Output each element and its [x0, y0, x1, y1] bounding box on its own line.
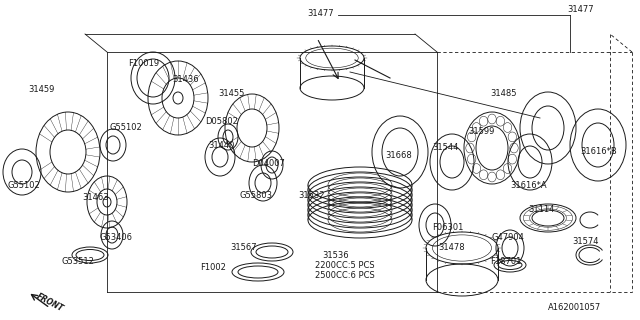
Text: F06301: F06301 — [432, 223, 463, 233]
Text: G55102: G55102 — [110, 124, 143, 132]
Text: 31455: 31455 — [218, 89, 244, 98]
Text: 31668: 31668 — [385, 150, 412, 159]
Text: G55803: G55803 — [240, 190, 273, 199]
Text: 31567: 31567 — [230, 244, 257, 252]
Text: 31436: 31436 — [172, 75, 198, 84]
Text: 2500CC:6 PCS: 2500CC:6 PCS — [315, 270, 375, 279]
Text: 31477: 31477 — [307, 9, 333, 18]
Text: D04007: D04007 — [252, 158, 285, 167]
Text: 31574: 31574 — [572, 237, 598, 246]
Text: 31616*B: 31616*B — [580, 148, 617, 156]
Text: 31114: 31114 — [528, 205, 554, 214]
Text: D05802: D05802 — [205, 117, 238, 126]
Text: 2200CC:5 PCS: 2200CC:5 PCS — [315, 260, 374, 269]
Text: A162001057: A162001057 — [548, 303, 601, 313]
Text: 31532: 31532 — [298, 190, 324, 199]
Text: F10019: F10019 — [128, 59, 159, 68]
Text: G53406: G53406 — [100, 234, 133, 243]
Text: 31478: 31478 — [438, 244, 465, 252]
Text: 31485: 31485 — [490, 89, 516, 98]
Text: 31544: 31544 — [432, 143, 458, 153]
Text: G55102: G55102 — [8, 180, 41, 189]
Text: F1002: F1002 — [200, 263, 226, 273]
Text: 31459: 31459 — [28, 85, 54, 94]
Text: 31477: 31477 — [567, 5, 594, 14]
Text: 31616*A: 31616*A — [510, 180, 547, 189]
Text: 31463: 31463 — [82, 194, 109, 203]
Text: G47904: G47904 — [492, 234, 525, 243]
Text: FRONT: FRONT — [35, 292, 65, 314]
Text: 31599: 31599 — [468, 127, 494, 137]
Text: G53512: G53512 — [62, 258, 95, 267]
Text: 31536: 31536 — [322, 251, 349, 260]
Text: 31440: 31440 — [208, 140, 234, 149]
Text: F18701: F18701 — [490, 258, 522, 267]
